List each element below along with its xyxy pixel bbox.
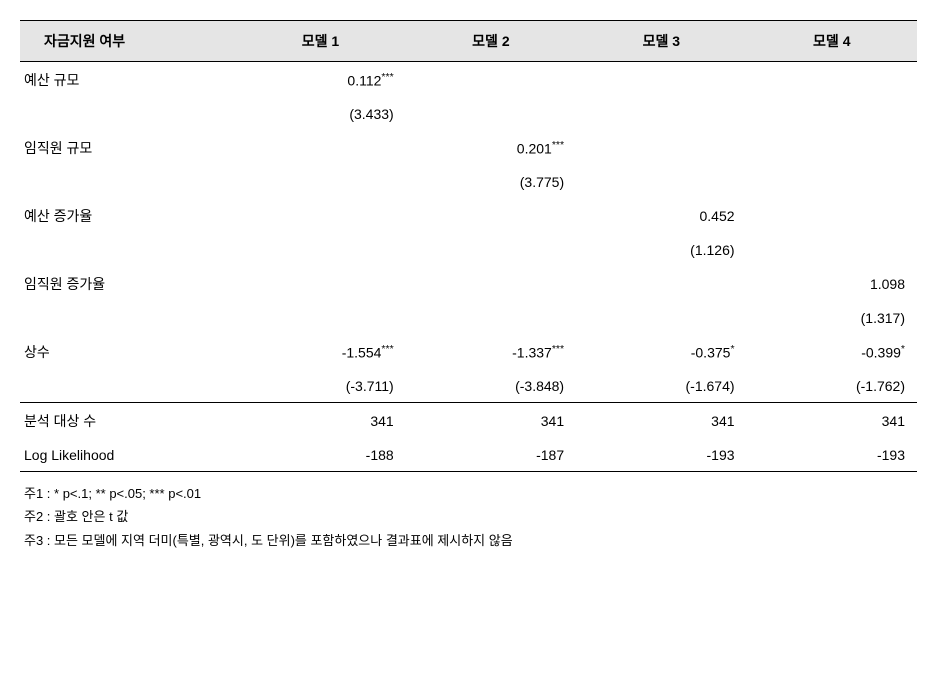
table-row: 예산 규모0.112*** [20, 62, 917, 99]
data-cell [747, 234, 917, 266]
data-cell: -0.375* [576, 334, 746, 370]
row-label: Log Likelihood [20, 439, 235, 472]
data-cell: -1.554*** [235, 334, 405, 370]
data-cell [235, 166, 405, 198]
table-row: 임직원 증가율 1.098 [20, 266, 917, 302]
data-cell [576, 266, 746, 302]
row-label: 상수 [20, 334, 235, 370]
header-model2: 모델 2 [406, 21, 576, 62]
table-row: 상수-1.554***-1.337***-0.375*-0.399* [20, 334, 917, 370]
table-row: 임직원 규모 0.201*** [20, 130, 917, 166]
footnote-line: 주1 : * p<.1; ** p<.05; *** p<.01 [20, 482, 917, 505]
data-cell: 341 [406, 403, 576, 440]
regression-results-table: 자금지원 여부 모델 1 모델 2 모델 3 모델 4 예산 규모0.112**… [20, 20, 917, 472]
footnote-line: 주2 : 괄호 안은 t 값 [20, 505, 917, 528]
data-cell: 0.201*** [406, 130, 576, 166]
data-cell: 341 [235, 403, 405, 440]
data-cell [576, 130, 746, 166]
data-cell: (-3.711) [235, 370, 405, 403]
data-cell: (1.126) [576, 234, 746, 266]
data-cell: -188 [235, 439, 405, 472]
data-cell: -187 [406, 439, 576, 472]
data-cell [747, 198, 917, 234]
data-cell [747, 98, 917, 130]
row-label [20, 98, 235, 130]
data-cell [406, 62, 576, 99]
row-label: 예산 규모 [20, 62, 235, 99]
table-row: (-3.711)(-3.848)(-1.674)(-1.762) [20, 370, 917, 403]
data-cell: (1.317) [747, 302, 917, 334]
row-label: 임직원 증가율 [20, 266, 235, 302]
data-cell [406, 266, 576, 302]
row-label [20, 302, 235, 334]
data-cell [406, 198, 576, 234]
header-model1: 모델 1 [235, 21, 405, 62]
data-cell [235, 266, 405, 302]
data-cell [406, 302, 576, 334]
row-label [20, 166, 235, 198]
table-row: (1.126) [20, 234, 917, 266]
data-cell [235, 130, 405, 166]
data-cell [235, 234, 405, 266]
table-row: 분석 대상 수341341341341 [20, 403, 917, 440]
data-cell: 341 [576, 403, 746, 440]
table-header-row: 자금지원 여부 모델 1 모델 2 모델 3 모델 4 [20, 21, 917, 62]
data-cell: (-1.762) [747, 370, 917, 403]
data-cell: (-1.674) [576, 370, 746, 403]
data-cell: -1.337*** [406, 334, 576, 370]
data-cell [406, 234, 576, 266]
header-model4: 모델 4 [747, 21, 917, 62]
table-row: (1.317) [20, 302, 917, 334]
data-cell [576, 98, 746, 130]
data-cell: -0.399* [747, 334, 917, 370]
data-cell: (-3.848) [406, 370, 576, 403]
table-row: (3.433) [20, 98, 917, 130]
data-cell [406, 98, 576, 130]
data-cell: (3.775) [406, 166, 576, 198]
table-body: 예산 규모0.112***(3.433)임직원 규모 0.201***(3.775… [20, 62, 917, 472]
header-model3: 모델 3 [576, 21, 746, 62]
row-label: 분석 대상 수 [20, 403, 235, 440]
data-cell [747, 62, 917, 99]
row-label: 예산 증가율 [20, 198, 235, 234]
footnote-line: 주3 : 모든 모델에 지역 더미(특별, 광역시, 도 단위)를 포함하였으나… [20, 529, 917, 552]
data-cell [235, 302, 405, 334]
data-cell: (3.433) [235, 98, 405, 130]
data-cell: -193 [576, 439, 746, 472]
table-row: 예산 증가율 0.452 [20, 198, 917, 234]
table-row: Log Likelihood-188-187-193-193 [20, 439, 917, 472]
row-label [20, 234, 235, 266]
data-cell: 341 [747, 403, 917, 440]
row-label: 임직원 규모 [20, 130, 235, 166]
data-cell [576, 166, 746, 198]
header-label: 자금지원 여부 [20, 21, 235, 62]
data-cell: 0.112*** [235, 62, 405, 99]
table-row: (3.775) [20, 166, 917, 198]
data-cell [747, 130, 917, 166]
data-cell: 1.098 [747, 266, 917, 302]
data-cell [576, 62, 746, 99]
data-cell [747, 166, 917, 198]
footnotes: 주1 : * p<.1; ** p<.05; *** p<.01 주2 : 괄호… [20, 482, 917, 552]
data-cell [576, 302, 746, 334]
row-label [20, 370, 235, 403]
data-cell: 0.452 [576, 198, 746, 234]
data-cell [235, 198, 405, 234]
data-cell: -193 [747, 439, 917, 472]
